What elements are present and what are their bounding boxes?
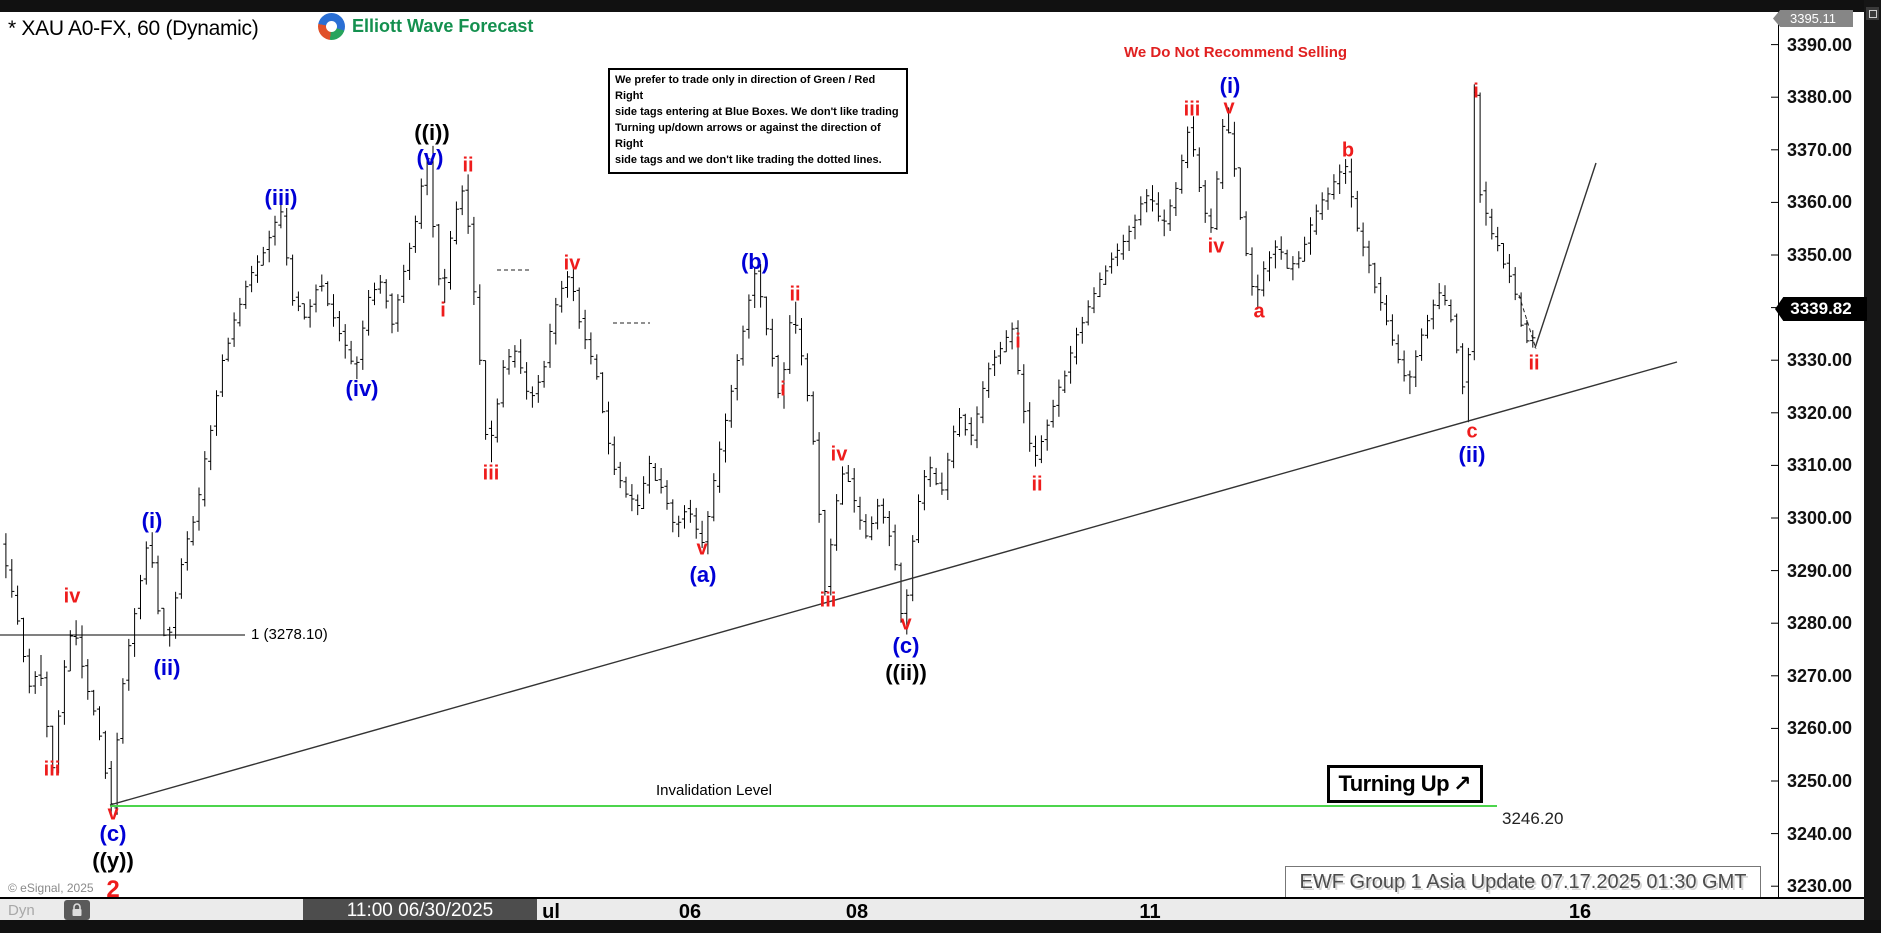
no-selling-warning: We Do Not Recommend Selling <box>1124 44 1348 61</box>
wave-label-i-red: i <box>1015 330 1021 353</box>
wave-label-ii-red: ii <box>1528 352 1540 375</box>
price-tick-label: 3250.00 <box>1787 771 1853 791</box>
window-restore-icon[interactable] <box>1866 7 1879 20</box>
wave-label-v-red: v <box>1223 96 1235 119</box>
date-tick-label: 08 <box>845 901 869 923</box>
price-tick-label: 3390.00 <box>1787 34 1853 55</box>
wave-label-iii-blue: (iii) <box>264 185 298 210</box>
support-trendline <box>109 361 1678 806</box>
note-line: side tags and we don't like trading the … <box>615 153 882 166</box>
update-footer-box: EWF Group 1 Asia Update 07.17.2025 01:30… <box>1285 866 1761 898</box>
wave-label-i-blue: (i) <box>1219 73 1241 98</box>
price-tick-label: 3370.00 <box>1787 139 1853 160</box>
price-axis[interactable]: 3230.00 3240.00 3250.00 3260.00 3270.00 3280.… <box>1773 10 1867 897</box>
price-tick-label: 3320.00 <box>1787 402 1853 423</box>
wave-label-c-blue: (c) <box>99 821 127 846</box>
wave-label-v-blue: (v) <box>416 145 444 170</box>
price-tick-label: 3290.00 <box>1787 560 1853 581</box>
trading-note-box: We prefer to trade only in direction of … <box>608 68 908 174</box>
wave-label-a-red: a <box>1253 300 1265 323</box>
forecast-projection-line <box>1534 162 1597 349</box>
elliott-wave-forecast-logo-icon <box>318 13 345 40</box>
turning-up-tag: Turning Up ↗ <box>1327 765 1483 803</box>
wave-label-i-black: ((i)) <box>414 120 450 145</box>
note-line: side tags entering at Blue Boxes. We don… <box>615 105 899 118</box>
wave-label-ii-red: ii <box>789 283 801 306</box>
wave-label-iv-red: iv <box>830 443 848 466</box>
update-footer-text: EWF Group 1 Asia Update 07.17.2025 01:30… <box>1299 870 1747 893</box>
wave1-price-label: 1 (3278.10) <box>251 626 328 643</box>
wave-label-2-red: 2 <box>106 876 120 903</box>
wave-label-i-red: i <box>1473 80 1479 103</box>
first-bar-timestamp: 11:00 06/30/2025 <box>303 899 537 922</box>
price-tick-label: 3280.00 <box>1787 613 1853 634</box>
note-line: We prefer to trade only in direction of … <box>615 74 876 102</box>
wave-label-v-red: v <box>900 612 912 635</box>
wave-label-v-red: v <box>107 802 119 825</box>
wave-label-iii-red: iii <box>43 758 61 781</box>
date-tick-label: 16 <box>1568 901 1592 923</box>
price-tick-label: 3230.00 <box>1787 876 1853 897</box>
ohlc-bars <box>3 84 1536 815</box>
price-tick-label: 3380.00 <box>1787 87 1853 108</box>
wave-label-ii-blue: (ii) <box>153 655 181 680</box>
note-line: Turning up/down arrows or against the di… <box>615 121 881 150</box>
turning-up-label: Turning Up <box>1338 771 1450 796</box>
date-tick-label: ul <box>542 901 560 923</box>
price-tick-label: 3310.00 <box>1787 455 1853 476</box>
wave-label-iv-red: iv <box>63 585 81 608</box>
wave-label-iv-blue: (iv) <box>345 376 379 401</box>
wave-label-ii-red: ii <box>1031 473 1043 496</box>
wave-label-iv-red: iv <box>1207 235 1225 258</box>
wave-label-ii-blue: (ii) <box>1458 442 1486 467</box>
session-high-badge: 3395.11 <box>1773 10 1853 27</box>
date-tick-label: 11 <box>1139 901 1161 923</box>
wave-label-ii-red: ii <box>462 154 474 177</box>
up-right-arrow-icon: ↗ <box>1453 771 1472 796</box>
dashed-guide <box>1518 294 1537 350</box>
brand-logo: Elliott Wave Forecast <box>318 13 533 40</box>
wave-label-c-red: c <box>1466 420 1478 443</box>
brand-name: Elliott Wave Forecast <box>352 16 534 36</box>
invalidation-level-label: Invalidation Level <box>656 782 772 799</box>
price-tick-label: 3240.00 <box>1787 823 1853 844</box>
wave-label-v-red: v <box>696 537 708 560</box>
invalidation-level-value: 3246.20 <box>1502 809 1564 828</box>
wave-label-c-blue: (c) <box>892 633 920 658</box>
wave-label-i-red: i <box>440 299 446 322</box>
price-tick-label: 3360.00 <box>1787 192 1853 213</box>
wave-label-i-red: i <box>780 378 786 401</box>
last-price-badge: 3339.82 <box>1775 297 1867 321</box>
wave-label-b-blue: (b) <box>740 249 770 274</box>
wave-label-b-red: b <box>1341 139 1355 162</box>
wave-label-iii-red: iii <box>1183 98 1201 121</box>
wave-label-iii-red: iii <box>482 462 500 485</box>
wave-label-i-blue: (i) <box>141 508 163 533</box>
price-tick-label: 3350.00 <box>1787 245 1853 265</box>
padlock-icon <box>72 903 82 916</box>
lock-button[interactable] <box>64 900 90 920</box>
wave-label-iii-red: iii <box>819 589 837 612</box>
price-tick-label: 3270.00 <box>1787 665 1853 686</box>
time-axis[interactable]: Dyn 11:00 06/30/2025 ul 06 08 11 16 <box>0 897 1864 923</box>
chart-title: * XAU A0-FX, 60 (Dynamic) <box>8 17 259 40</box>
date-tick-label: 06 <box>678 901 702 923</box>
esignal-copyright: © eSignal, 2025 <box>8 881 94 895</box>
window-top-strip <box>0 0 1881 12</box>
wave-label-y-black: ((y)) <box>92 848 134 873</box>
right-scrollbar[interactable] <box>1864 0 1881 933</box>
wave-label-ii-black: ((ii)) <box>885 660 927 685</box>
price-tick-label: 3300.00 <box>1787 508 1853 528</box>
price-tick-label: 3330.00 <box>1787 350 1853 371</box>
wave-label-iv-red: iv <box>563 252 581 275</box>
dynamic-mode-label: Dyn <box>8 902 35 919</box>
wave-label-a-blue: (a) <box>689 562 717 587</box>
price-tick-label: 3260.00 <box>1787 718 1853 739</box>
window-bottom-strip <box>0 920 1881 933</box>
